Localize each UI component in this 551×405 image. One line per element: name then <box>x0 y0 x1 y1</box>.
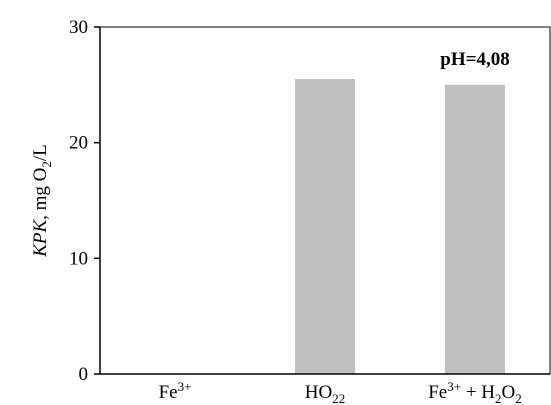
bar-2 <box>295 79 355 375</box>
bar-3 <box>445 84 505 374</box>
x-category-label: Fe3+ <box>159 379 192 403</box>
x-category-label: Fe3+ + H2O2 <box>428 379 522 405</box>
x-axis-labels: Fe3+ HO22 Fe3+ + H2O2 <box>159 379 522 405</box>
y-tick-label: 0 <box>79 364 89 385</box>
annotations: pH=4,08 <box>440 49 509 70</box>
y-axis-label: KPK, mg O2/L <box>30 144 54 258</box>
y-tick-label: 20 <box>69 133 88 154</box>
y-tick-label: 10 <box>69 248 88 269</box>
ph-annotation: pH=4,08 <box>440 49 509 70</box>
bars <box>295 79 505 375</box>
x-category-label: HO22 <box>305 382 345 405</box>
y-tick-label: 30 <box>69 17 88 38</box>
plot-frame <box>99 26 551 375</box>
y-axis-title: KPK, mg O2/L <box>30 144 54 258</box>
y-axis-ticks: 0 10 20 30 <box>69 17 100 385</box>
